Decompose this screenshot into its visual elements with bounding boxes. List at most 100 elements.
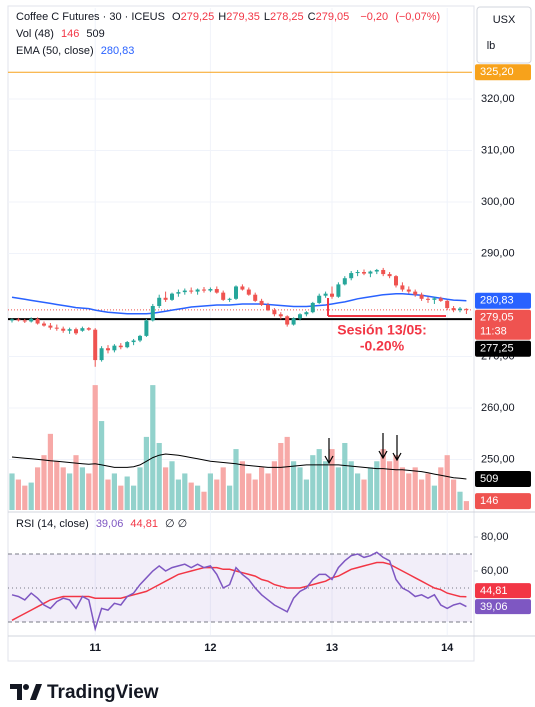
candle-body [394, 276, 398, 286]
ohlc-key: H [218, 11, 227, 23]
candle-body [80, 328, 85, 331]
candle-body [22, 320, 27, 322]
logo-mark [10, 684, 22, 700]
candle-body [458, 308, 462, 311]
y-tick-label: 310,00 [481, 144, 515, 156]
candle-body [278, 314, 283, 317]
volume-bar [233, 449, 239, 510]
plot: 250,00260,00270,00290,00300,00310,00320,… [8, 8, 531, 654]
rsi-extra: ∅ ∅ [165, 518, 188, 530]
y-tick-label: 290,00 [481, 247, 515, 259]
volume-bar [201, 491, 207, 510]
candle-body [323, 293, 328, 296]
volume-bar [335, 467, 341, 510]
price-line-label-box [475, 340, 531, 357]
volume-bar [150, 385, 156, 510]
candle-body [374, 269, 379, 272]
candle-body [118, 345, 123, 348]
unit-box [476, 6, 532, 64]
candle-body [195, 289, 200, 292]
volume-bar [118, 485, 124, 510]
candle-body [285, 316, 290, 325]
candle-body [67, 329, 72, 331]
candle-body [214, 289, 219, 293]
volume-bar [124, 476, 130, 510]
volume-bar [54, 461, 60, 510]
candle-body [330, 293, 334, 297]
candle-body [106, 348, 110, 351]
candle-body [432, 298, 437, 300]
candle-body [221, 292, 226, 300]
ema-line [11, 292, 467, 315]
volume-bar [41, 455, 47, 510]
candle-body [182, 290, 187, 293]
volume-label: 146 [480, 495, 498, 507]
volume-bar [22, 485, 28, 510]
volume-bar [105, 479, 111, 510]
candle-body [387, 274, 392, 277]
candle-body [355, 272, 360, 274]
volume-bar [86, 473, 92, 510]
candle-body [304, 312, 309, 315]
candle-body [310, 302, 315, 313]
price-line-label-box [475, 64, 531, 81]
candle-body [451, 308, 456, 311]
candle-body [438, 298, 443, 301]
volume-bar [92, 385, 98, 510]
last-price-label: 11:38 [480, 326, 507, 338]
logo: TradingView [10, 682, 159, 703]
volume-bar [79, 467, 85, 510]
candle-body [272, 310, 277, 315]
candle-body [464, 308, 469, 310]
rsi-ma-value: 44,81 [130, 518, 158, 530]
volume-bar [60, 467, 66, 510]
volume-bar [387, 461, 393, 510]
volume-bar [361, 479, 367, 510]
candle-body [10, 319, 14, 321]
volume-bar [265, 473, 271, 510]
candle-body [29, 318, 34, 322]
volume-value: 146 [60, 28, 80, 40]
logo-mark [23, 684, 29, 690]
volume-bar [143, 436, 149, 510]
volume-bar [163, 467, 169, 510]
ema-label-box [475, 292, 531, 309]
candle-body [426, 298, 430, 300]
volume-bar [297, 467, 303, 510]
volume-bar [355, 473, 361, 510]
candle-body [54, 327, 59, 329]
y-tick-label: 320,00 [481, 93, 515, 105]
volume-bar [214, 479, 220, 510]
volume-bar [252, 479, 258, 510]
volume-bar [182, 473, 188, 510]
candle-body [42, 323, 46, 326]
candle-body [131, 340, 136, 343]
volume-bar [412, 467, 418, 510]
candle-body [157, 297, 162, 307]
volume-bar [374, 461, 380, 510]
volume-bar [303, 479, 309, 510]
volume-bar [451, 479, 457, 510]
candle-body [16, 319, 21, 321]
volume-bar [278, 442, 284, 510]
ohlc: O279,25 H279,35 L278,25 C279,05 [172, 11, 353, 23]
candle-body [317, 295, 322, 303]
candle-body [406, 289, 411, 292]
volume-bar [284, 436, 290, 510]
candle-body [189, 290, 194, 292]
volume-bar [323, 461, 329, 510]
volume-bar [175, 479, 181, 510]
ohlc-value: 279,05 [315, 11, 350, 23]
candle-body [259, 300, 264, 305]
volume-bar [342, 442, 348, 510]
volume-label-box [475, 493, 531, 510]
rsi-name: RSI (14, close) [16, 518, 89, 530]
volume-bar [220, 467, 226, 510]
candle-body [253, 294, 258, 301]
candle-body [266, 304, 270, 311]
rsi-ma-label: 44,81 [480, 585, 508, 597]
volume-bar [28, 482, 34, 510]
